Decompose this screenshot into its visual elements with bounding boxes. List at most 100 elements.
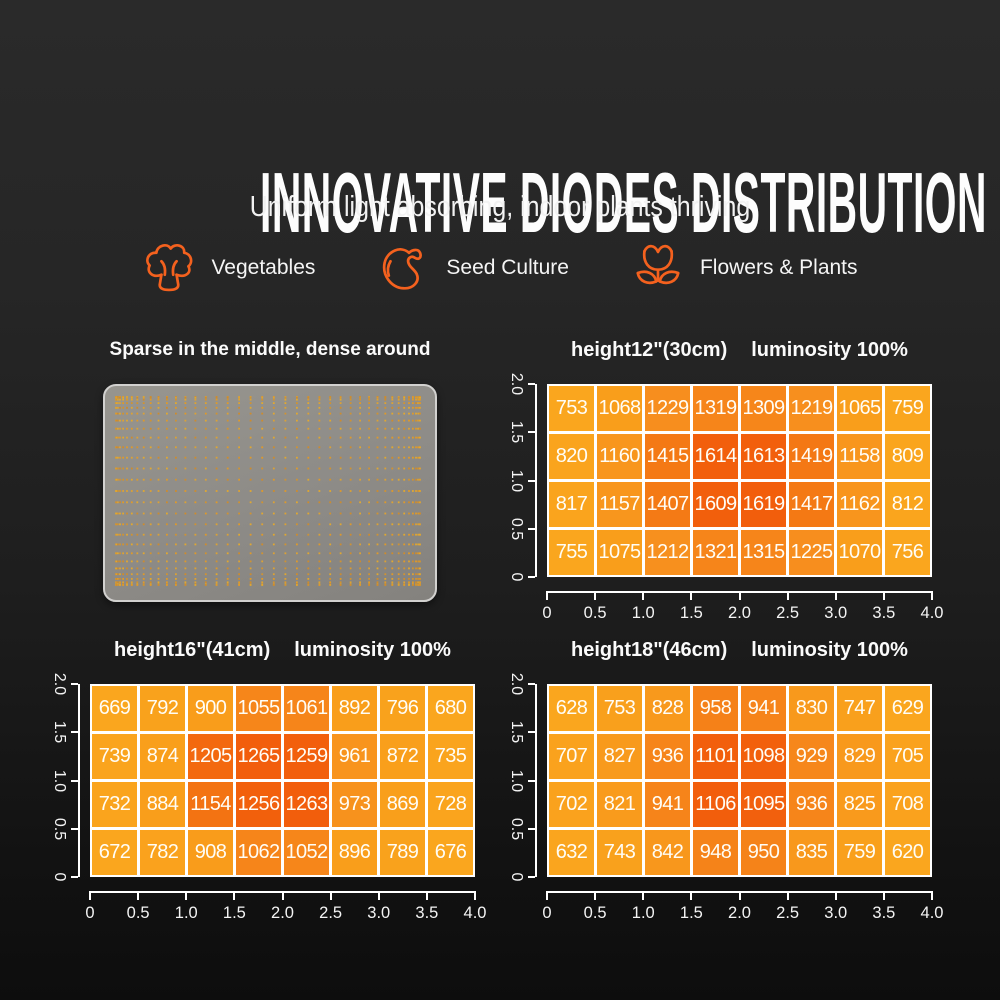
heatmap-cell: 1419 — [789, 434, 834, 479]
heatmap-cell: 755 — [549, 530, 594, 575]
heatmap-cell: 680 — [428, 686, 473, 731]
heatmap-cell: 825 — [837, 782, 882, 827]
x-tick-label: 2.0 — [271, 904, 294, 922]
chart-title-luminosity: luminosity 100% — [751, 339, 908, 361]
y-tick-label: 2.0 — [508, 672, 525, 696]
x-axis: 0 0.5 1.0 1.5 2.0 2.5 3.0 3.5 4.0 — [542, 884, 943, 926]
heatmap-cell: 620 — [885, 830, 930, 875]
heatmap-cell: 628 — [549, 686, 594, 731]
y-tick — [528, 827, 535, 830]
heatmap-cell: 1068 — [597, 386, 642, 431]
heatmap-cell: 732 — [92, 782, 137, 827]
broccoli-icon — [142, 241, 196, 295]
y-tick — [528, 876, 535, 878]
heatmap-cell: 1265 — [236, 734, 281, 779]
x-tick — [642, 591, 645, 600]
x-tick — [786, 591, 789, 600]
x-axis: 0 0.5 1.0 1.5 2.0 2.5 3.0 3.5 4.0 — [85, 884, 486, 926]
category-label: Seed Culture — [446, 256, 569, 279]
heatmap-cell: 958 — [693, 686, 738, 731]
x-tick-label: 2.0 — [728, 904, 751, 922]
heatmap-cell: 1154 — [188, 782, 233, 827]
x-tick — [233, 891, 236, 900]
heatmap-cell: 707 — [549, 734, 594, 779]
heatmap-cell: 820 — [549, 434, 594, 479]
x-tick — [931, 591, 933, 600]
heatmap-grid: 669 792 900 1055 1061 892 796 680 739 874 1205 1265… — [90, 684, 475, 877]
heatmap-cell: 961 — [332, 734, 377, 779]
heatmap-cell: 900 — [188, 686, 233, 731]
heatmap-cell: 829 — [837, 734, 882, 779]
chart-title-luminosity: luminosity 100% — [751, 639, 908, 661]
heatmap-cell: 753 — [597, 686, 642, 731]
y-tick-label: 0 — [51, 872, 68, 882]
heatmap-cell: 1614 — [693, 434, 738, 479]
heatmap-cell: 941 — [741, 686, 786, 731]
x-tick-label: 0.5 — [126, 904, 150, 922]
heatmap-cell: 1256 — [236, 782, 281, 827]
heatmap-cell: 1415 — [645, 434, 690, 479]
heatmap-cell: 936 — [645, 734, 690, 779]
y-tick-label: 0 — [508, 872, 525, 882]
y-tick-label: 0.5 — [508, 517, 525, 540]
heatmap-cell: 1263 — [284, 782, 329, 827]
heatmap-cell: 1065 — [837, 386, 882, 431]
y-tick-label: 1.5 — [51, 721, 68, 744]
heatmap-cell: 936 — [789, 782, 834, 827]
heatmap-cell: 728 — [428, 782, 473, 827]
chart-title-height: height12"(30cm) — [571, 339, 728, 361]
x-tick-label: 2.5 — [319, 904, 343, 922]
heatmap-cell: 1613 — [741, 434, 786, 479]
y-tick-label: 2.0 — [51, 672, 68, 696]
x-tick — [329, 891, 332, 900]
heatmap-panel-12in: height12"(30cm) luminosity 100% 753 1068 1… — [505, 338, 943, 634]
y-tick-label: 1.5 — [508, 721, 525, 744]
y-tick-label: 1.0 — [508, 769, 525, 792]
x-tick-label: 0 — [542, 904, 552, 922]
heatmap-cell: 830 — [789, 686, 834, 731]
category-vegetables: Vegetables — [142, 241, 315, 295]
heatmap-cell: 842 — [645, 830, 690, 875]
heatmap-cell: 702 — [549, 782, 594, 827]
x-tick-label: 0 — [542, 604, 552, 622]
heatmap-cell: 1319 — [693, 386, 738, 431]
category-row: Vegetables Seed Culture Flo — [0, 238, 1000, 298]
heatmap-cell: 1075 — [597, 530, 642, 575]
y-tick-label: 1.0 — [51, 769, 68, 792]
chart-body: 628 753 828 958 941 830 747 629 707 827 936 1101 109… — [505, 673, 943, 934]
category-seed-culture: Seed Culture — [377, 241, 569, 295]
heatmap-cell: 759 — [885, 386, 930, 431]
heatmap-cell: 756 — [885, 530, 930, 575]
heatmap-cell: 869 — [380, 782, 425, 827]
chart-title: height12"(30cm) luminosity 100% — [547, 338, 932, 362]
chart-title: height16"(41cm) luminosity 100% — [90, 638, 475, 662]
x-tick — [834, 591, 837, 600]
heatmap-cell: 1162 — [837, 482, 882, 527]
heatmap-cell: 1095 — [741, 782, 786, 827]
x-tick-label: 0 — [85, 904, 95, 922]
x-tick — [690, 591, 693, 600]
y-axis-line — [535, 384, 537, 577]
page-subtitle: Uniform light absorbing, indoor plants t… — [249, 191, 751, 223]
y-tick-label: 0.5 — [51, 817, 68, 840]
x-axis: 0 0.5 1.0 1.5 2.0 2.5 3.0 3.5 4.0 — [542, 584, 943, 626]
x-tick-label: 3.0 — [824, 604, 848, 622]
x-tick-label: 1.5 — [679, 604, 703, 622]
y-tick-label: 1.0 — [508, 469, 525, 492]
heatmap-cell: 789 — [380, 830, 425, 875]
chart-title-height: height18"(46cm) — [571, 639, 728, 661]
category-flowers-plants: Flowers & Plants — [631, 241, 858, 295]
x-tick — [738, 891, 741, 900]
y-tick-label: 0.5 — [508, 817, 525, 840]
y-axis: 2.0 1.5 1.0 0.5 0 — [48, 673, 90, 881]
heatmap-cell: 835 — [789, 830, 834, 875]
x-tick — [834, 891, 837, 900]
x-tick-label: 1.5 — [222, 904, 246, 922]
x-tick — [425, 891, 428, 900]
led-dot-grid — [115, 396, 421, 586]
y-tick — [528, 779, 535, 782]
heatmap-cell: 672 — [92, 830, 137, 875]
x-tick — [786, 891, 789, 900]
heatmap-cell: 950 — [741, 830, 786, 875]
